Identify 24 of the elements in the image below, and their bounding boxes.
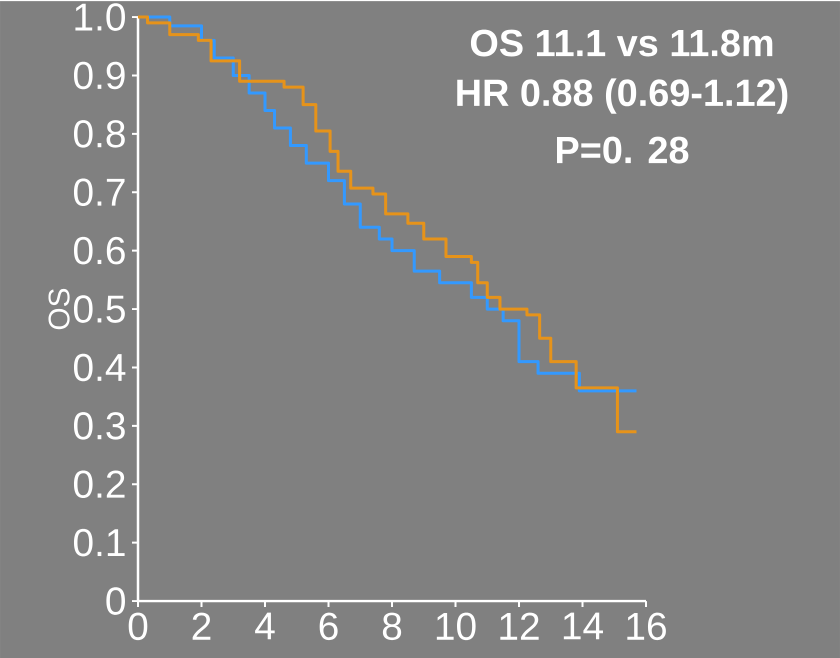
y-tick-label: 1.0 bbox=[75, 3, 125, 31]
x-tick-label: 6 bbox=[320, 612, 338, 640]
y-tick-label: 0.8 bbox=[74, 120, 125, 148]
annotation: P=0. 28 bbox=[557, 136, 688, 164]
x-tick-label: 10 bbox=[436, 612, 476, 640]
x-tick-label: 14 bbox=[564, 612, 603, 640]
y-tick-label: 0.2 bbox=[74, 470, 125, 498]
x-tick-label: 16 bbox=[627, 612, 666, 640]
y-tick-label: 0.3 bbox=[74, 412, 125, 440]
y-tick-label: 0.4 bbox=[74, 354, 126, 382]
y-tick-label: 0 bbox=[106, 587, 125, 615]
y-tick-label: 0.1 bbox=[74, 528, 125, 556]
x-tick-label: 2 bbox=[192, 612, 210, 640]
y-tick-label: 0.6 bbox=[74, 236, 125, 264]
y-tick-label: 0.5 bbox=[74, 295, 125, 323]
y-tick-label: 0.7 bbox=[74, 178, 125, 206]
x-tick-label: 0 bbox=[128, 612, 148, 640]
annotation: OS 11.1 vs 11.8m bbox=[470, 30, 772, 56]
x-tick-label: 8 bbox=[382, 612, 402, 640]
annotation: HR 0.88 (0.69-1.12) bbox=[457, 78, 788, 114]
x-tick-label: 12 bbox=[500, 612, 539, 640]
y-axis-title: OS bbox=[48, 288, 70, 330]
x-tick-label: 4 bbox=[255, 612, 275, 640]
y-tick-label: 0.9 bbox=[74, 62, 125, 90]
